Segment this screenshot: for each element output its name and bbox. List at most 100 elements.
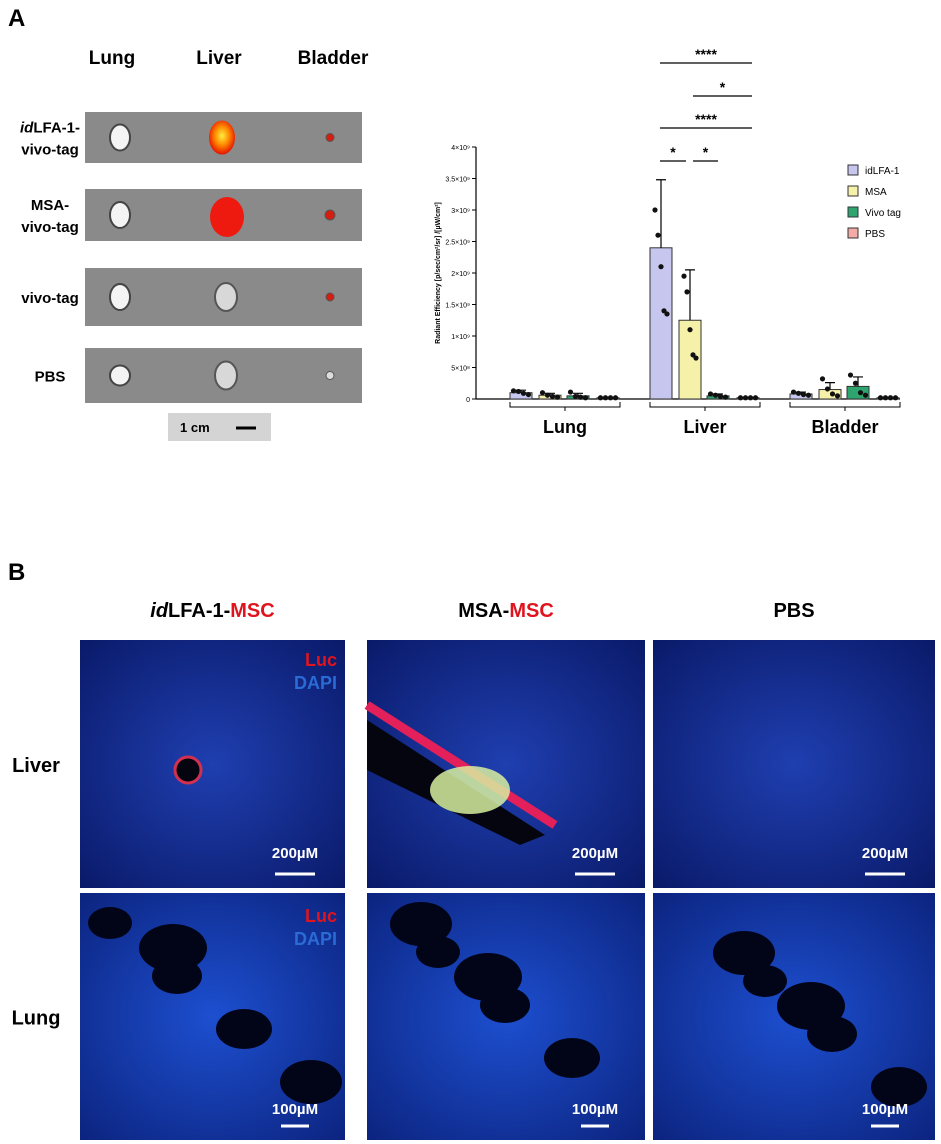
luc-band	[364, 701, 558, 829]
legend-label: Vivo tag	[865, 208, 901, 219]
data-point	[737, 395, 744, 401]
y-tick-label: 2.5×10⁹	[445, 240, 470, 247]
stain-label: Luc	[305, 906, 337, 926]
group-bracket	[789, 402, 901, 411]
significance-label: ****	[695, 111, 717, 127]
data-point	[525, 391, 532, 398]
data-point	[684, 289, 690, 295]
scale-label: 200µM	[572, 845, 618, 862]
error-bar	[656, 179, 666, 248]
data-point	[790, 389, 797, 395]
tissue-void	[88, 907, 132, 939]
organ-row-label: PBS	[35, 369, 66, 386]
legend-swatch	[847, 164, 859, 176]
data-point	[742, 395, 749, 401]
label-part: MSC	[230, 600, 274, 622]
data-point	[602, 395, 609, 401]
micro-column-label: idLFA-1-MSC	[150, 600, 274, 622]
data-point	[607, 395, 614, 401]
data-point	[887, 395, 894, 401]
legend-label: MSA	[865, 187, 887, 198]
y-tick-label: 2×10⁹	[451, 271, 470, 278]
group-bracket	[649, 402, 761, 411]
error-bar	[853, 376, 863, 387]
label-part: MSC	[509, 600, 553, 622]
data-point	[852, 380, 859, 386]
bladder-organ	[325, 292, 335, 302]
label-part: MSA-	[31, 197, 69, 214]
bar	[649, 247, 673, 400]
label-part: id	[150, 600, 169, 622]
data-point	[582, 395, 589, 401]
micro-column-label: PBS	[773, 600, 814, 622]
y-tick-label: 3.5×10⁹	[445, 177, 470, 184]
micro-row-label: Lung	[12, 1008, 61, 1030]
scale-label: 1 cm	[180, 420, 210, 435]
label-part: LFA-1-	[168, 600, 230, 622]
organ-row-label: vivo-tag	[21, 290, 79, 307]
organ-column-label: Bladder	[298, 48, 369, 69]
y-tick-label: 3×10⁹	[451, 208, 470, 215]
data-point	[877, 395, 884, 401]
data-point	[597, 395, 604, 401]
tissue-void	[390, 902, 452, 946]
data-point	[693, 355, 699, 361]
bladder-organ	[324, 209, 336, 221]
data-point	[577, 394, 584, 400]
data-point	[539, 390, 546, 396]
legend-label: idLFA-1	[865, 166, 900, 177]
scale-label: 200µM	[272, 845, 318, 862]
data-point	[717, 393, 724, 400]
liver-organ	[214, 282, 238, 312]
stain-label: Luc	[305, 650, 337, 670]
significance-label: *	[720, 79, 726, 95]
organ-column-label: Lung	[89, 48, 135, 69]
y-tick-label: 5×10⁸	[451, 366, 470, 373]
y-tick-label: 1.5×10⁹	[445, 303, 470, 310]
green-signal	[430, 766, 510, 814]
label-part: MSA-	[458, 600, 509, 622]
data-point	[862, 392, 869, 398]
data-point	[805, 392, 812, 398]
panel-label: A	[8, 5, 25, 32]
stain-label: DAPI	[294, 929, 337, 949]
organ-row-label: MSA-	[31, 197, 69, 214]
data-point	[510, 388, 517, 394]
tissue-void	[454, 953, 522, 1001]
x-tick-label: Lung	[543, 417, 587, 437]
organ-row-label: vivo-tag	[21, 142, 79, 159]
liver-organ	[209, 120, 235, 155]
lung-organ	[109, 283, 131, 311]
liver-organ	[214, 360, 238, 391]
data-point	[515, 388, 522, 395]
data-point	[829, 391, 836, 397]
organ-row-label: vivo-tag	[21, 219, 79, 236]
data-point	[747, 395, 754, 401]
legend-swatch	[847, 227, 859, 239]
label-part: id	[20, 120, 34, 137]
data-point	[795, 390, 802, 396]
data-point	[712, 392, 719, 398]
data-point	[664, 311, 670, 317]
data-point	[857, 390, 864, 396]
liver-organ	[210, 197, 244, 237]
stain-label: DAPI	[294, 673, 337, 693]
data-point	[687, 327, 693, 333]
data-point	[752, 395, 759, 401]
group-bracket	[509, 402, 621, 411]
x-tick-label: Bladder	[811, 417, 878, 437]
data-point	[800, 391, 807, 398]
tissue-void	[139, 924, 207, 972]
significance-label: *	[670, 144, 676, 160]
scale-label: 200µM	[862, 845, 908, 862]
data-point	[544, 392, 551, 398]
y-axis-label: Radiant Efficiency [p/sec/cm²/sr] /[µW/c…	[435, 202, 442, 344]
data-point	[520, 390, 527, 396]
y-tick-label: 1×10⁹	[451, 334, 470, 341]
label-part: vivo-tag	[21, 142, 79, 159]
significance-label: *	[703, 144, 709, 160]
data-point	[819, 376, 826, 382]
data-point	[572, 393, 579, 400]
bladder-organ	[325, 371, 335, 380]
